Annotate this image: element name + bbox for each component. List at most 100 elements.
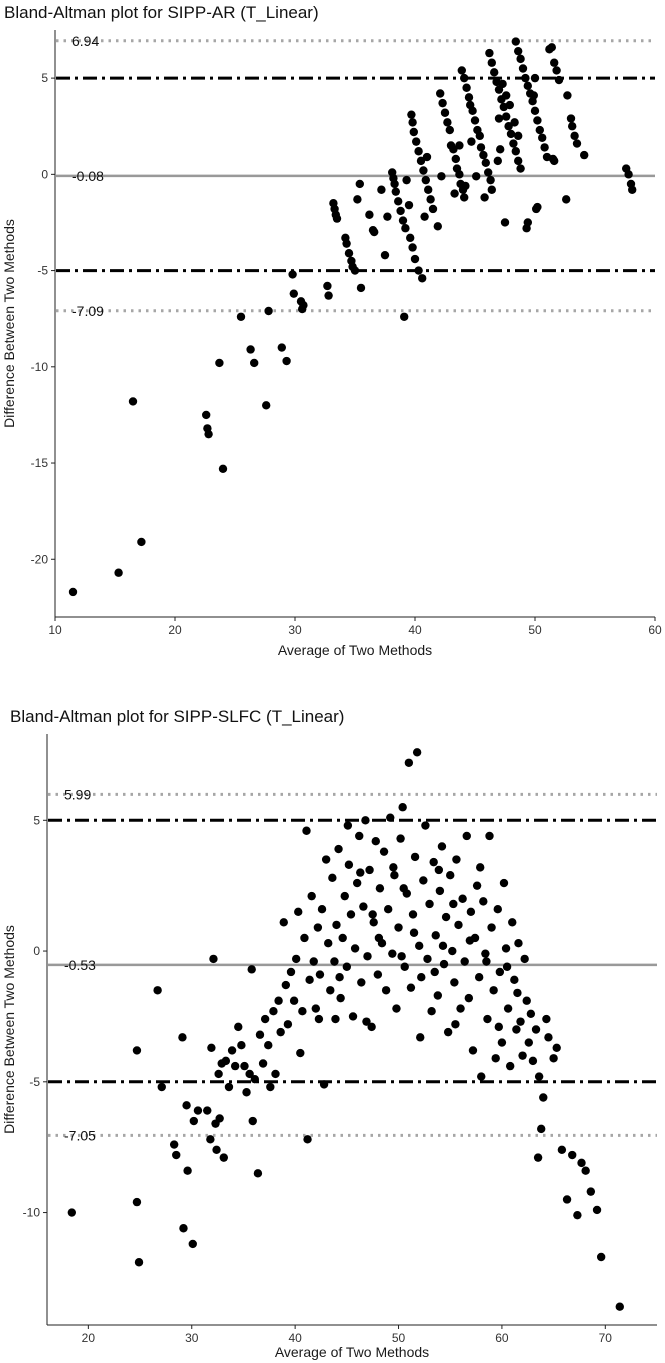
chart-2-data-point bbox=[234, 1022, 243, 1032]
chart-2-y-tick-label: 0 bbox=[33, 944, 40, 958]
chart-2-y-axis-title: Difference Between Two Methods bbox=[1, 925, 17, 1134]
chart-2-data-point bbox=[221, 1056, 231, 1066]
chart-2-x-tick-label: 60 bbox=[495, 1331, 509, 1345]
chart-2-data-point bbox=[526, 1009, 536, 1019]
chart-1-data-point bbox=[455, 170, 464, 179]
chart-2-data-point bbox=[441, 912, 451, 922]
chart-2-data-point bbox=[462, 831, 471, 841]
chart-2-data-point bbox=[544, 1033, 553, 1042]
chart-2-data-point bbox=[330, 957, 339, 966]
chart-1-data-point bbox=[460, 193, 469, 202]
chart-2-data-point bbox=[67, 1208, 77, 1217]
chart-1-data-point bbox=[236, 312, 246, 321]
chart-1-data-point bbox=[380, 250, 390, 260]
chart-2-data-point bbox=[429, 857, 438, 867]
chart-2-data-point bbox=[501, 944, 511, 953]
chart-2-data-point bbox=[356, 868, 365, 877]
chart-2-data-point bbox=[485, 831, 494, 841]
chart-1-data-point bbox=[468, 106, 477, 116]
chart-2-data-point bbox=[134, 1258, 144, 1267]
chart-1-data-point bbox=[500, 218, 510, 227]
chart-1-data-point bbox=[572, 139, 582, 148]
chart-1-data-point bbox=[467, 137, 476, 146]
chart-1-data-point bbox=[332, 214, 342, 223]
chart-2-data-point bbox=[466, 907, 476, 917]
chart-2-data-point bbox=[562, 1195, 572, 1204]
chart-2-data-point bbox=[367, 1022, 376, 1032]
chart-1-data-point bbox=[554, 75, 564, 85]
chart-2-data-point bbox=[269, 1006, 278, 1016]
chart-1-data-point bbox=[502, 112, 511, 121]
chart-2-reference-label: -7.05 bbox=[64, 1127, 96, 1143]
chart-2-data-point bbox=[430, 967, 439, 977]
chart-1-data-point bbox=[460, 73, 469, 83]
chart-2-data-point bbox=[514, 939, 523, 948]
chart-2-data-point bbox=[203, 1106, 212, 1115]
chart-1-data-point bbox=[493, 156, 502, 166]
chart-2-data-point bbox=[388, 949, 397, 958]
chart-2-data-point bbox=[342, 962, 352, 971]
chart-1-data-point bbox=[396, 206, 405, 216]
chart-1-data-point bbox=[204, 429, 213, 439]
chart-2-data-point bbox=[581, 1166, 590, 1175]
chart-1-data-point bbox=[449, 145, 458, 154]
chart-1-data-point bbox=[506, 129, 516, 139]
chart-1-data-point bbox=[481, 158, 490, 167]
chart-2-data-point bbox=[573, 1210, 582, 1220]
chart-1-data-point bbox=[390, 179, 399, 189]
chart-1-data-point bbox=[550, 58, 559, 67]
chart-1-data-point bbox=[350, 266, 360, 275]
chart-2-data-point bbox=[314, 1014, 324, 1024]
chart-2-data-point bbox=[315, 970, 325, 979]
chart-2-data-point bbox=[291, 954, 301, 964]
chart-2-data-point bbox=[331, 1014, 340, 1024]
chart-1-data-point bbox=[215, 358, 224, 368]
chart-2-data-point bbox=[577, 1158, 586, 1168]
chart-2-data-point bbox=[183, 1166, 192, 1175]
chart-2-data-point bbox=[274, 996, 283, 1005]
chart-2-data-point bbox=[399, 884, 408, 893]
chart-2-data-point bbox=[472, 881, 482, 890]
chart-2-data-point bbox=[207, 1043, 216, 1053]
chart-1-data-point bbox=[457, 66, 466, 75]
chart-2-data-point bbox=[237, 1040, 246, 1050]
chart-1-reference-label: -7.09 bbox=[72, 303, 104, 319]
chart-1-data-point bbox=[530, 106, 540, 116]
chart-1-reference-label: 6.94 bbox=[72, 33, 99, 49]
chart-1-data-point bbox=[443, 118, 452, 127]
chart-2-reference-label: 5.99 bbox=[64, 786, 91, 802]
chart-2-data-point bbox=[343, 821, 353, 830]
bland-altman-plot-sipp-ar: Bland-Altman plot for SIPP-AR (T_Linear)… bbox=[1, 3, 662, 658]
chart-2-data-point bbox=[379, 847, 389, 856]
chart-1-x-tick-label: 60 bbox=[648, 623, 662, 637]
chart-1-data-point bbox=[484, 168, 493, 177]
chart-2-data-point bbox=[132, 1046, 142, 1055]
chart-2-data-point bbox=[365, 865, 374, 875]
chart-2-data-point bbox=[454, 920, 463, 930]
chart-1-data-point bbox=[510, 118, 519, 127]
chart-1-data-point bbox=[324, 291, 333, 300]
chart-2-data-point bbox=[240, 1061, 249, 1071]
chart-2-data-point bbox=[557, 1145, 567, 1154]
chart-1-data-point bbox=[323, 281, 332, 291]
chart-2-data-point bbox=[495, 967, 505, 977]
chart-1-x-tick-label: 20 bbox=[168, 623, 182, 637]
chart-1-data-point bbox=[414, 266, 423, 275]
chart-2-data-point bbox=[549, 1054, 558, 1063]
chart-1-data-point bbox=[202, 410, 211, 420]
chart-1-data-point bbox=[353, 195, 362, 204]
chart-2-data-point bbox=[397, 952, 406, 961]
chart-2-data-point bbox=[534, 1072, 544, 1081]
chart-2-data-point bbox=[499, 878, 509, 888]
chart-1-data-point bbox=[511, 37, 520, 46]
chart-2-data-point bbox=[586, 1187, 596, 1196]
chart-2-data-point bbox=[400, 962, 409, 971]
chart-1-data-point bbox=[494, 114, 504, 123]
chart-1-data-point bbox=[533, 202, 542, 212]
chart-2-data-point bbox=[189, 1116, 199, 1126]
chart-2-data-point bbox=[434, 865, 444, 875]
chart-2-data-point bbox=[348, 1012, 358, 1021]
chart-2-data-point bbox=[300, 933, 309, 943]
chart-2-data-point bbox=[361, 816, 370, 825]
chart-2-y-tick-label: -5 bbox=[29, 1075, 40, 1089]
